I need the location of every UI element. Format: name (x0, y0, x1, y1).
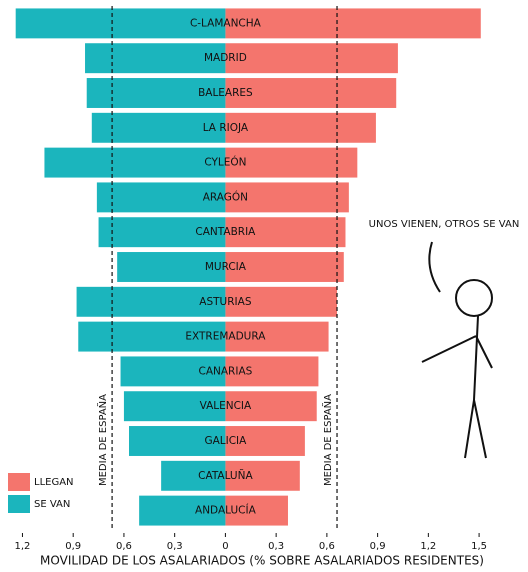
bar (225, 43, 398, 74)
category-label: LA RIOJA (203, 122, 249, 134)
bar (76, 286, 226, 317)
bar (123, 391, 226, 422)
bar (225, 391, 317, 422)
bar (44, 147, 226, 178)
category-label: C-LAMANCHA (190, 17, 262, 29)
category-label: CANTABRIA (195, 226, 256, 238)
bar (225, 182, 349, 213)
bar (78, 321, 226, 352)
category-label: ASTURIAS (199, 296, 252, 308)
annotation: UNOS VIENEN, OTROS SE VAN (369, 219, 520, 230)
reference-label: MEDIA DE ESPAÑA (96, 394, 109, 486)
bar (225, 426, 305, 456)
legend-label: SE VAN (34, 499, 70, 510)
bar (129, 426, 226, 456)
category-label: MURCIA (205, 261, 247, 273)
reference-label: MEDIA DE ESPAÑA (321, 394, 334, 486)
category-label: CYLEÓN (204, 156, 246, 169)
bar (139, 495, 226, 526)
category-label: MADRID (204, 52, 247, 64)
bar (98, 217, 226, 248)
x-tick-label: 0,3 (268, 541, 284, 552)
bar (15, 8, 226, 39)
bar (225, 495, 288, 526)
bar (120, 356, 226, 387)
x-tick-label: 0,3 (167, 541, 183, 552)
x-tick-label: 0,9 (65, 541, 81, 552)
bar (117, 252, 226, 282)
bar (225, 286, 338, 317)
x-tick-label: 1,2 (420, 541, 436, 552)
legend-swatch (8, 473, 30, 491)
category-label: ANDALUCÍA (195, 504, 257, 517)
bar (96, 182, 226, 213)
category-label: CATALUÑA (198, 469, 253, 482)
category-label: EXTREMADURA (185, 331, 266, 343)
bar (225, 217, 346, 248)
x-tick-label: 0 (222, 541, 228, 552)
category-label: VALENCIA (200, 400, 252, 412)
bar (161, 460, 226, 491)
x-tick-label: 0,6 (116, 541, 132, 552)
bar (225, 78, 397, 108)
category-label: BALEARES (198, 87, 253, 99)
bar (225, 321, 329, 352)
x-tick-label: 0,9 (370, 541, 386, 552)
x-tick-label: 1,5 (471, 541, 487, 552)
bar (225, 8, 481, 39)
bar (225, 112, 376, 143)
bar (225, 147, 358, 178)
bar (225, 252, 344, 282)
category-label: GALICIA (204, 435, 247, 447)
bar (91, 112, 226, 143)
bar (85, 43, 226, 74)
x-axis-label: MOVILIDAD DE LOS ASALARIADOS (% SOBRE AS… (40, 554, 484, 568)
legend-swatch (8, 495, 30, 513)
x-tick-label: 0,6 (319, 541, 335, 552)
category-label: CANARIAS (199, 365, 253, 377)
bar (86, 78, 226, 108)
bar (225, 460, 300, 491)
legend-label: LLEGAN (34, 477, 74, 488)
stick-figure (421, 241, 493, 459)
bar (225, 356, 319, 387)
category-label: ARAGÓN (203, 190, 248, 203)
x-tick-label: 1,2 (15, 541, 31, 552)
